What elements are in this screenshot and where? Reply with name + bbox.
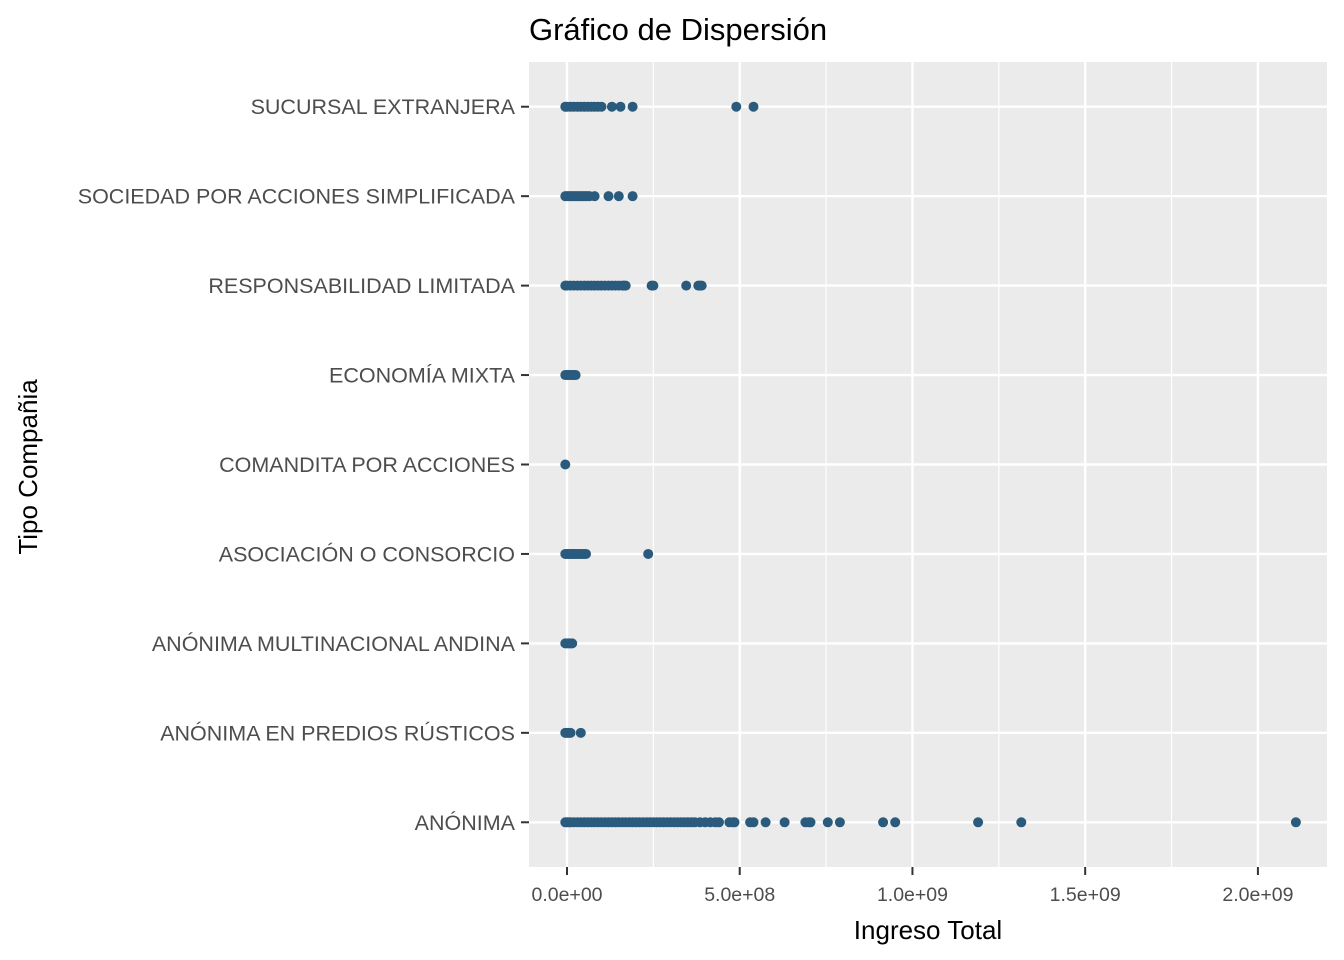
- data-point: [643, 548, 654, 559]
- y-tick-label: ASOCIACIÓN O CONSORCIO: [219, 541, 515, 566]
- y-tick-label: ANÓNIMA: [415, 810, 516, 835]
- grid-major: [529, 62, 1327, 867]
- x-tick-label: 1.5e+09: [1050, 884, 1121, 906]
- data-point: [729, 817, 740, 828]
- data-point: [627, 101, 638, 112]
- y-tick-label: ANÓNIMA EN PREDIOS RÚSTICOS: [160, 720, 515, 745]
- data-point: [760, 817, 771, 828]
- data-point: [714, 817, 724, 828]
- data-point: [613, 191, 624, 202]
- x-axis: 0.0e+00 5.0e+08 1.0e+09 1.5e+09 2.0e+09: [531, 867, 1293, 906]
- data-point: [606, 101, 617, 112]
- data-point: [696, 280, 707, 291]
- data-point: [973, 817, 984, 828]
- x-tick-label: 1.0e+09: [877, 884, 948, 906]
- x-axis-title: Ingreso Total: [854, 915, 1002, 945]
- y-tick-label: SUCURSAL EXTRANJERA: [251, 95, 516, 119]
- x-tick-label: 2.0e+09: [1222, 884, 1293, 906]
- y-tick-label: ANÓNIMA MULTINACIONAL ANDINA: [152, 631, 516, 656]
- data-point: [603, 191, 614, 202]
- data-point: [731, 101, 742, 112]
- data-point: [748, 101, 759, 112]
- data-point: [581, 548, 591, 559]
- data-point: [779, 817, 790, 828]
- data-point: [681, 280, 692, 291]
- y-tick-label: COMANDITA POR ACCIONES: [219, 453, 515, 477]
- chart-title: Gráfico de Dispersión: [529, 12, 827, 47]
- data-point: [565, 727, 576, 738]
- x-tick-label: 5.0e+08: [704, 884, 775, 906]
- data-point: [570, 370, 581, 381]
- data-point: [834, 817, 845, 828]
- y-axis: ANÓNIMA ANÓNIMA EN PREDIOS RÚSTICOS ANÓNIM…: [78, 95, 529, 835]
- data-point: [1016, 817, 1027, 828]
- data-point: [615, 101, 626, 112]
- data-point: [878, 817, 889, 828]
- data-point: [589, 191, 600, 202]
- y-tick-label: RESPONSABILIDAD LIMITADA: [208, 274, 515, 298]
- data-point: [648, 280, 659, 291]
- data-points: [560, 101, 1301, 828]
- data-point: [1290, 817, 1301, 828]
- data-point: [596, 101, 607, 112]
- x-tick-label: 0.0e+00: [531, 884, 602, 906]
- data-point: [748, 817, 759, 828]
- data-point: [890, 817, 901, 828]
- data-point: [805, 817, 816, 828]
- data-point: [560, 459, 571, 470]
- data-point: [575, 727, 586, 738]
- data-point: [567, 638, 578, 649]
- y-tick-label: ECONOMÍA MIXTA: [329, 363, 516, 388]
- data-point: [822, 817, 833, 828]
- y-tick-label: SOCIEDAD POR ACCIONES SIMPLIFICADA: [78, 185, 516, 209]
- data-point: [620, 280, 631, 291]
- data-point: [627, 191, 638, 202]
- y-axis-title: Tipo Compañia: [13, 379, 43, 555]
